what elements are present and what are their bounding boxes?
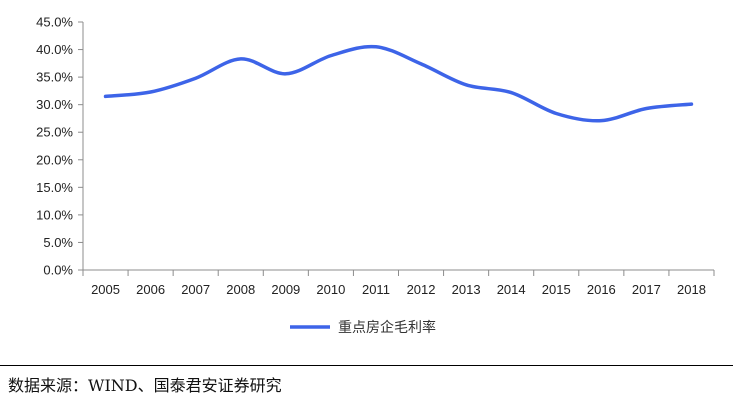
x-tick-label: 2014 — [497, 282, 526, 297]
y-tick-label: 30.0% — [36, 97, 73, 112]
x-tick-label: 2018 — [677, 282, 706, 297]
x-tick-label: 2016 — [587, 282, 616, 297]
legend-label: 重点房企毛利率 — [338, 319, 436, 336]
y-tick-label: 10.0% — [36, 207, 73, 222]
x-tick-label: 2008 — [226, 282, 255, 297]
y-tick-label: 25.0% — [36, 125, 73, 140]
y-tick-label: 20.0% — [36, 152, 73, 167]
series-layer — [103, 44, 694, 123]
y-tick-label: 15.0% — [36, 180, 73, 195]
x-tick-label: 2012 — [407, 282, 436, 297]
y-axis: 0.0% 5.0% 10.0% 15.0% 20.0% 25.0% 30.0% 35.0% 40… — [36, 15, 84, 278]
x-tick-label: 2010 — [316, 282, 345, 297]
x-tick-label: 2006 — [136, 282, 165, 297]
x-tick-label: 2013 — [452, 282, 481, 297]
legend: 重点房企毛利率 — [290, 319, 436, 336]
y-tick-label: 35.0% — [36, 70, 73, 85]
footer-divider — [0, 365, 733, 366]
chart: 0.0% 5.0% 10.0% 15.0% 20.0% 25.0% 30.0% 35.0% 40… — [36, 15, 715, 336]
y-tick-label: 40.0% — [36, 42, 73, 57]
source-note: 数据来源：WIND、国泰君安证券研究 — [8, 376, 282, 395]
y-tick-label: 5.0% — [43, 235, 73, 250]
x-tick-label: 2009 — [271, 282, 300, 297]
x-tick-label: 2005 — [91, 282, 120, 297]
x-tick-label: 2011 — [362, 282, 390, 297]
x-tick-label: 2015 — [542, 282, 571, 297]
y-tick-label: 0.0% — [43, 263, 73, 278]
series-line — [103, 44, 694, 123]
y-tick-label: 45.0% — [36, 15, 73, 30]
x-tick-label: 2017 — [632, 282, 661, 297]
x-axis: 2005 2006 2007 2008 2009 2010 2011 2012 2013 2014… — [82, 269, 715, 297]
x-tick-label: 2007 — [181, 282, 210, 297]
